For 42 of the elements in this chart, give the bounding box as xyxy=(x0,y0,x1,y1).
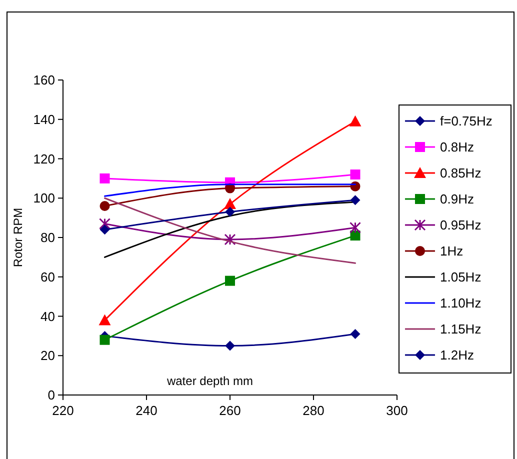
y-tick-label: 60 xyxy=(40,269,55,284)
x-tick-label: 300 xyxy=(386,403,408,418)
point xyxy=(100,224,110,235)
y-tick-label: 160 xyxy=(33,72,55,88)
y-tick-label: 20 xyxy=(40,348,55,364)
legend-label: 1.05Hz xyxy=(440,270,482,285)
point xyxy=(224,198,236,210)
legend-label: 1.15Hz xyxy=(440,322,482,337)
point xyxy=(225,206,235,217)
y-tick-label: 140 xyxy=(33,112,55,127)
legend-label: f=0.75Hz xyxy=(440,114,492,129)
point xyxy=(349,115,362,126)
y-tick-label: 40 xyxy=(40,308,55,324)
x-tick-label: 240 xyxy=(136,403,158,418)
legend-label: 1.10Hz xyxy=(440,296,482,311)
point xyxy=(99,218,110,230)
point xyxy=(224,234,236,246)
point xyxy=(350,195,360,206)
legend-label: 1Hz xyxy=(440,244,464,259)
point xyxy=(350,170,360,180)
y-axis-title: Rotor RPM xyxy=(11,208,25,268)
x-tick-label: 280 xyxy=(302,403,324,418)
x-axis-title: water depth mm xyxy=(166,374,254,388)
y-tick-label: 0 xyxy=(48,388,55,403)
x-tick-label: 260 xyxy=(219,403,241,418)
y-tick-label: 80 xyxy=(40,230,55,246)
legend-label: 0.8Hz xyxy=(440,140,474,155)
point xyxy=(225,276,235,286)
point xyxy=(98,314,111,326)
x-tick-label: 220 xyxy=(52,403,74,418)
point xyxy=(350,328,360,339)
y-tick-label: 120 xyxy=(33,151,55,166)
legend-label: 0.9Hz xyxy=(440,192,474,207)
legend-label: 1.2Hz xyxy=(440,348,474,363)
point xyxy=(225,340,235,351)
legend-label: 0.85Hz xyxy=(440,166,482,181)
y-tick-label: 100 xyxy=(33,190,55,206)
point xyxy=(100,201,110,211)
point xyxy=(350,222,361,234)
legend-label: 0.95Hz xyxy=(440,218,482,233)
point xyxy=(100,173,110,184)
point xyxy=(100,334,110,345)
